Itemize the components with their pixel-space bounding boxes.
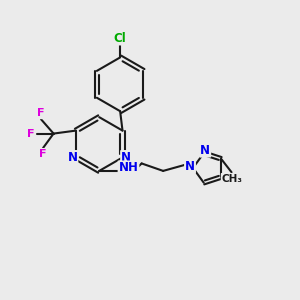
Text: N: N <box>185 160 195 173</box>
Text: NH: NH <box>118 161 138 174</box>
Text: F: F <box>37 108 45 118</box>
Text: F: F <box>39 149 47 159</box>
Text: N: N <box>121 151 131 164</box>
Text: Cl: Cl <box>114 32 127 44</box>
Text: CH₃: CH₃ <box>222 174 243 184</box>
Text: F: F <box>27 129 34 139</box>
Text: N: N <box>68 151 77 164</box>
Text: N: N <box>200 144 210 157</box>
